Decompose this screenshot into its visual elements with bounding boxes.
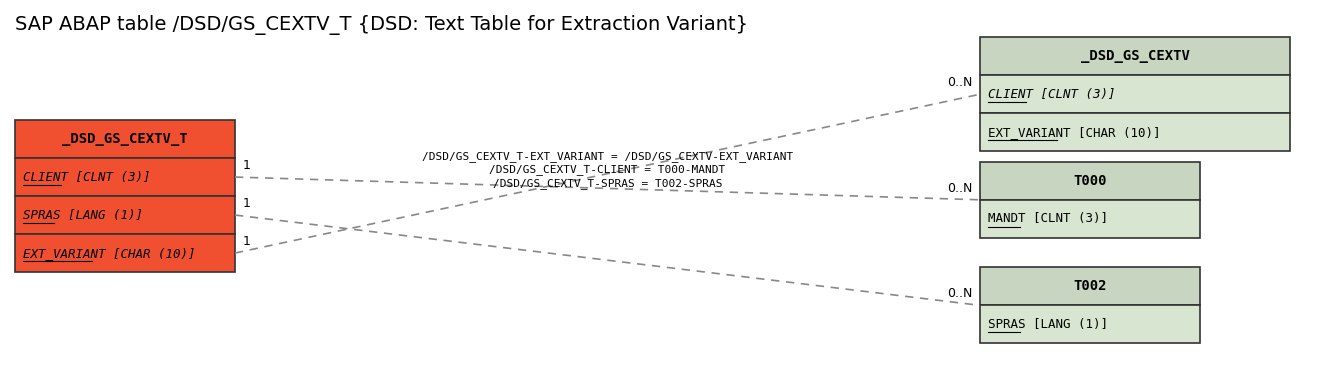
Text: EXT_VARIANT [CHAR (10)]: EXT_VARIANT [CHAR (10)] [23, 247, 196, 259]
Text: T002: T002 [1074, 279, 1107, 293]
Text: T000: T000 [1074, 174, 1107, 188]
FancyBboxPatch shape [980, 37, 1290, 75]
FancyBboxPatch shape [15, 196, 234, 234]
Text: EXT_VARIANT [CHAR (10)]: EXT_VARIANT [CHAR (10)] [988, 126, 1161, 139]
FancyBboxPatch shape [980, 75, 1290, 113]
Text: 0..N: 0..N [947, 287, 972, 300]
FancyBboxPatch shape [980, 113, 1290, 151]
Text: SPRAS [LANG (1)]: SPRAS [LANG (1)] [988, 318, 1108, 331]
FancyBboxPatch shape [15, 120, 234, 158]
Text: _DSD_GS_CEXTV_T: _DSD_GS_CEXTV_T [62, 132, 188, 146]
FancyBboxPatch shape [980, 267, 1200, 305]
Text: 1: 1 [244, 235, 250, 248]
Text: MANDT [CLNT (3)]: MANDT [CLNT (3)] [988, 212, 1108, 225]
Text: /DSD/GS_CEXTV_T-SPRAS = T002-SPRAS: /DSD/GS_CEXTV_T-SPRAS = T002-SPRAS [493, 179, 723, 189]
FancyBboxPatch shape [980, 200, 1200, 238]
FancyBboxPatch shape [980, 162, 1200, 200]
Text: 1: 1 [244, 197, 250, 210]
FancyBboxPatch shape [15, 234, 234, 272]
Text: 0..N: 0..N [947, 182, 972, 195]
FancyBboxPatch shape [980, 305, 1200, 343]
Text: /DSD/GS_CEXTV_T-CLIENT = T000-MANDT: /DSD/GS_CEXTV_T-CLIENT = T000-MANDT [490, 164, 726, 175]
Text: /DSD/GS_CEXTV_T-EXT_VARIANT = /DSD/GS_CEXTV-EXT_VARIANT: /DSD/GS_CEXTV_T-EXT_VARIANT = /DSD/GS_CE… [422, 151, 793, 162]
Text: SPRAS [LANG (1)]: SPRAS [LANG (1)] [23, 208, 143, 222]
Text: 0..N: 0..N [947, 76, 972, 89]
Text: _DSD_GS_CEXTV: _DSD_GS_CEXTV [1080, 49, 1189, 63]
Text: CLIENT [CLNT (3)]: CLIENT [CLNT (3)] [23, 170, 151, 184]
Text: SAP ABAP table /DSD/GS_CEXTV_T {DSD: Text Table for Extraction Variant}: SAP ABAP table /DSD/GS_CEXTV_T {DSD: Tex… [15, 15, 748, 35]
Text: 1: 1 [244, 159, 250, 172]
Text: CLIENT [CLNT (3)]: CLIENT [CLNT (3)] [988, 88, 1116, 101]
FancyBboxPatch shape [15, 158, 234, 196]
